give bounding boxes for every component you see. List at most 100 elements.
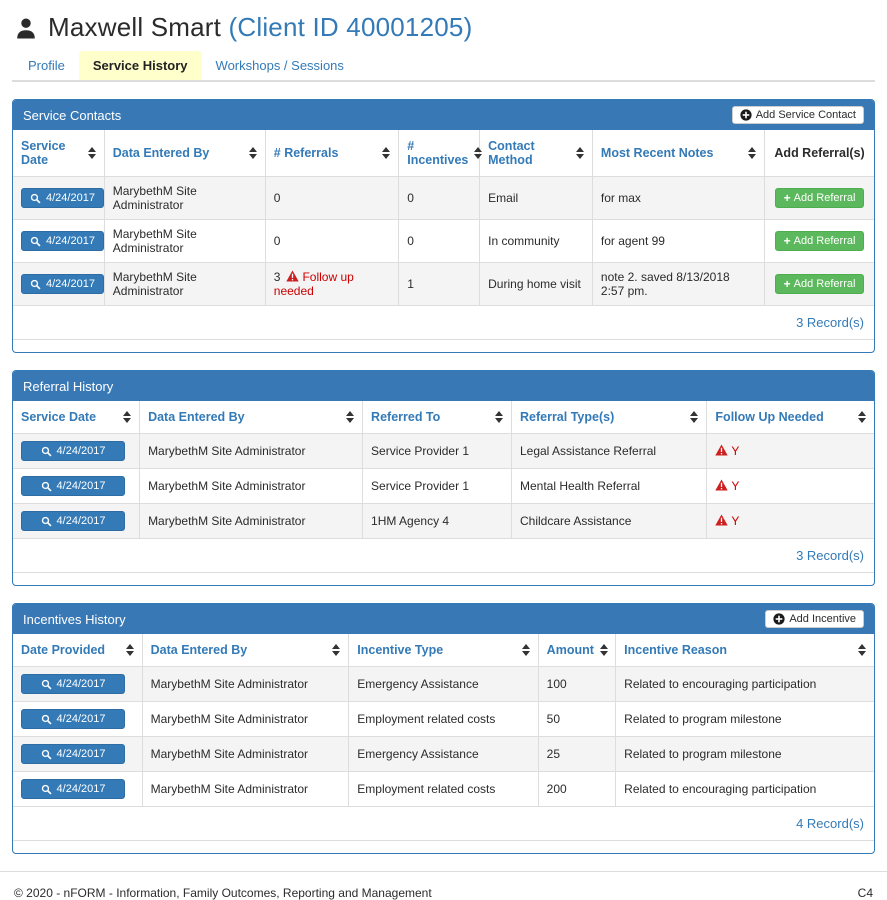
record-count-row: 3 Record(s) xyxy=(13,538,874,573)
column-header-contact-method[interactable]: Contact Method xyxy=(479,130,593,177)
page-footer: © 2020 - nFORM - Information, Family Out… xyxy=(12,872,875,900)
record-count-row: 3 Record(s) xyxy=(13,305,874,340)
sort-icon[interactable] xyxy=(521,644,530,656)
view-referral-button[interactable]: 4/24/2017 xyxy=(21,441,125,461)
table-row: 4/24/2017 MarybethM Site Administrator E… xyxy=(13,701,874,737)
incentive-type-cell: Emergency Assistance xyxy=(348,666,539,702)
column-header-add-referrals: Add Referral(s) xyxy=(764,130,874,177)
header-row: Service Date Data Entered By Referred To… xyxy=(13,401,874,434)
column-header-most-recent-notes[interactable]: Most Recent Notes xyxy=(591,130,766,177)
tab-service-history[interactable]: Service History xyxy=(78,51,202,80)
service-contacts-panel: Service Contacts Add Service Contact Ser… xyxy=(12,99,875,353)
referrals-cell: 0 xyxy=(264,219,400,263)
column-header-num-incentives[interactable]: # Incentives xyxy=(398,130,483,177)
amount-cell: 200 xyxy=(537,771,617,807)
column-header-data-entered-by[interactable]: Data Entered By xyxy=(139,401,364,434)
add-referral-button[interactable]: + Add Referral xyxy=(774,231,865,251)
view-service-contact-button[interactable]: 4/24/2017 xyxy=(21,274,104,294)
contact-method-cell: Email xyxy=(479,176,593,220)
view-incentive-button[interactable]: 4/24/2017 xyxy=(21,674,125,694)
entered-by-cell: MarybethM Site Administrator xyxy=(103,176,266,220)
table-row: 4/24/2017 MarybethM Site Administrator E… xyxy=(13,736,874,772)
table-row: 4/24/2017 MarybethM Site Administrator 1… xyxy=(13,503,874,539)
amount-cell: 25 xyxy=(537,736,617,772)
sort-icon[interactable] xyxy=(858,644,866,656)
column-header-service-date[interactable]: Service Date xyxy=(13,401,141,434)
plus-icon: + xyxy=(783,191,791,205)
contact-method-cell: During home visit xyxy=(479,262,593,306)
view-referral-button[interactable]: 4/24/2017 xyxy=(21,511,125,531)
column-header-amount[interactable]: Amount xyxy=(537,634,617,667)
incentive-reason-cell: Related to program milestone xyxy=(615,736,874,772)
record-count-row: 4 Record(s) xyxy=(13,806,874,841)
tab-profile[interactable]: Profile xyxy=(28,58,65,73)
incentive-reason-cell: Related to encouraging participation xyxy=(615,666,874,702)
sort-icon[interactable] xyxy=(599,644,608,656)
referred-to-cell: 1HM Agency 4 xyxy=(362,503,512,539)
sort-icon[interactable] xyxy=(748,147,757,159)
view-incentive-button[interactable]: 4/24/2017 xyxy=(21,709,125,729)
column-header-incentive-type[interactable]: Incentive Type xyxy=(348,634,539,667)
view-incentive-button[interactable]: 4/24/2017 xyxy=(21,779,125,799)
column-header-referred-to[interactable]: Referred To xyxy=(362,401,512,434)
referred-to-cell: Service Provider 1 xyxy=(362,433,512,469)
incentives-history-panel: Incentives History Add Incentive Date Pr… xyxy=(12,603,875,854)
view-service-contact-button[interactable]: 4/24/2017 xyxy=(21,231,104,251)
sort-icon[interactable] xyxy=(123,411,132,423)
amount-cell: 50 xyxy=(537,701,617,737)
column-header-date-provided[interactable]: Date Provided xyxy=(13,634,143,667)
plus-icon: + xyxy=(783,277,791,291)
sort-icon[interactable] xyxy=(332,644,341,656)
column-header-referral-types[interactable]: Referral Type(s) xyxy=(510,401,708,434)
sort-icon[interactable] xyxy=(858,411,866,423)
column-header-service-date[interactable]: Service Date xyxy=(13,130,105,177)
column-header-data-entered-by[interactable]: Data Entered By xyxy=(141,634,350,667)
sort-icon[interactable] xyxy=(87,147,96,159)
notes-cell: note 2. saved 8/13/2018 2:57 pm. xyxy=(591,262,766,306)
search-icon xyxy=(41,714,52,725)
tab-workshops-sessions[interactable]: Workshops / Sessions xyxy=(215,58,344,73)
sort-icon[interactable] xyxy=(346,411,355,423)
view-incentive-button[interactable]: 4/24/2017 xyxy=(21,744,125,764)
add-incentive-button[interactable]: Add Incentive xyxy=(765,610,864,628)
notes-cell: for agent 99 xyxy=(591,219,766,263)
panel-title: Service Contacts xyxy=(23,107,122,123)
column-header-follow-up-needed[interactable]: Follow Up Needed xyxy=(706,401,874,434)
amount-cell: 100 xyxy=(537,666,617,702)
incentive-reason-cell: Related to program milestone xyxy=(615,701,874,737)
referral-type-cell: Childcare Assistance xyxy=(510,503,708,539)
sort-icon[interactable] xyxy=(474,147,483,159)
add-referral-button[interactable]: + Add Referral xyxy=(774,188,865,208)
sort-icon[interactable] xyxy=(125,644,134,656)
panel-title: Incentives History xyxy=(23,611,126,627)
column-header-data-entered-by[interactable]: Data Entered By xyxy=(103,130,266,177)
sort-icon[interactable] xyxy=(382,147,391,159)
sort-icon[interactable] xyxy=(690,411,699,423)
view-service-contact-button[interactable]: 4/24/2017 xyxy=(21,188,104,208)
sort-icon[interactable] xyxy=(248,147,257,159)
incentive-type-cell: Employment related costs xyxy=(348,771,539,807)
incentives-history-heading: Incentives History Add Incentive xyxy=(13,604,874,634)
header-row: Service Date Data Entered By # Referrals… xyxy=(13,130,874,177)
sort-icon[interactable] xyxy=(494,411,503,423)
copyright-text: © 2020 - nFORM - Information, Family Out… xyxy=(14,886,432,900)
view-referral-button[interactable]: 4/24/2017 xyxy=(21,476,125,496)
warning-icon xyxy=(715,514,729,526)
service-contacts-heading: Service Contacts Add Service Contact xyxy=(13,100,874,130)
entered-by-cell: MarybethM Site Administrator xyxy=(103,219,266,263)
tab-bar: Profile Service History Workshops / Sess… xyxy=(12,51,875,82)
incentives-history-table: Date Provided Data Entered By Incentive … xyxy=(13,634,874,841)
follow-up-cell: Y xyxy=(706,468,874,504)
add-referral-button[interactable]: + Add Referral xyxy=(774,274,865,294)
search-icon xyxy=(30,236,41,247)
incentive-type-cell: Emergency Assistance xyxy=(348,736,539,772)
column-header-num-referrals[interactable]: # Referrals xyxy=(264,130,400,177)
table-row: 4/24/2017 MarybethM Site Administrator 0… xyxy=(13,176,874,220)
service-contacts-table: Service Date Data Entered By # Referrals… xyxy=(13,130,874,340)
add-service-contact-button[interactable]: Add Service Contact xyxy=(731,106,864,124)
column-header-incentive-reason[interactable]: Incentive Reason xyxy=(615,634,874,667)
referral-type-cell: Mental Health Referral xyxy=(510,468,708,504)
sort-icon[interactable] xyxy=(575,147,584,159)
version-label: C4 xyxy=(857,886,873,900)
search-icon xyxy=(30,279,41,290)
